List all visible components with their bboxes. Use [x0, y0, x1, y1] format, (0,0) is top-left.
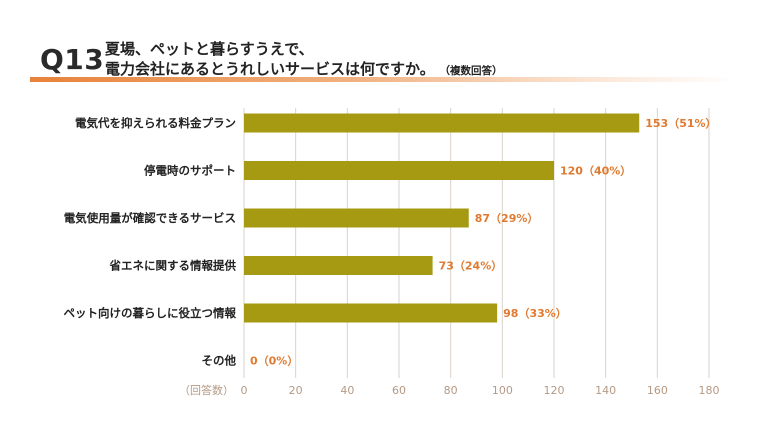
value-label: 120（40%）: [560, 165, 631, 178]
bar: [244, 256, 433, 275]
value-label: 153（51%）: [645, 117, 716, 130]
x-axis-title: （回答数）: [179, 383, 234, 397]
x-tick-label: 100: [492, 384, 513, 397]
value-label: 0（0%）: [250, 355, 298, 368]
question-header: Q13 夏場、ペットと暮らすうえで、 電力会社にあるとうれしいサービスは何ですか…: [0, 0, 768, 90]
question-text-line1: 夏場、ペットと暮らすうえで、: [105, 40, 314, 58]
category-label: 省エネに関する情報提供: [109, 259, 237, 273]
category-label: 電気使用量が確認できるサービス: [64, 211, 236, 225]
question-number: Q13: [40, 43, 105, 76]
category-label: ペット向けの暮らしに役立つ情報: [64, 306, 237, 320]
x-tick-label: 60: [392, 384, 406, 397]
value-label: 98（33%）: [503, 307, 567, 320]
x-tick-label: 0: [241, 384, 248, 397]
multiple-answer-note: （複数回答）: [444, 65, 503, 77]
question-text-line2-main: 電力会社にあるとうれしいサービスは何ですか。: [105, 60, 435, 78]
category-label: その他: [202, 354, 237, 368]
bar: [244, 208, 469, 228]
category-label: 電気代を抑えられる料金プラン: [75, 116, 236, 130]
bar: [244, 303, 498, 323]
bar: [244, 161, 554, 180]
x-tick-label: 140: [595, 384, 616, 397]
x-tick-label: 120: [544, 384, 565, 397]
x-tick-label: 80: [444, 384, 458, 397]
bar: [244, 113, 640, 133]
x-tick-label: 160: [647, 384, 668, 397]
x-tick-label: 40: [340, 384, 354, 397]
category-label: 停電時のサポート: [144, 164, 236, 178]
x-tick-label: 20: [289, 384, 303, 397]
value-label: 87（29%）: [475, 212, 539, 225]
header-accent-bar: [30, 77, 735, 82]
value-label: 73（24%）: [439, 260, 503, 273]
x-tick-label: 180: [699, 384, 720, 397]
question-text-line2: 電力会社にあるとうれしいサービスは何ですか。 （複数回答）: [105, 58, 502, 79]
